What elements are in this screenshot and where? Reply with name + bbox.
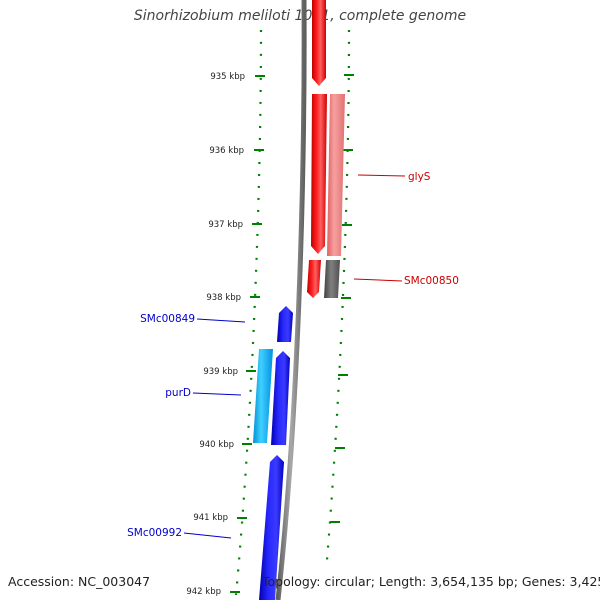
forward-strand-genes — [307, 0, 345, 298]
callout-lines — [183, 174, 406, 539]
gene-forward-small[interactable] — [307, 260, 321, 298]
scale-label-940: 940 kbp — [199, 440, 234, 450]
reverse-strand-genes — [253, 306, 293, 600]
genome-backbone — [275, 0, 307, 600]
gene-label-group: glyS SMc00850 SMc00849 purD SMc00992 — [127, 171, 459, 539]
gene-SMc00849[interactable] — [277, 306, 293, 342]
gene-label-SMc00849[interactable]: SMc00849 — [140, 313, 195, 325]
genome-title: Sinorhizobium meliloti 1021, complete ge… — [133, 8, 467, 24]
gene-reverse-mid[interactable] — [271, 351, 290, 445]
gene-label-purD[interactable]: purD — [165, 387, 191, 399]
scale-labels: 935 kbp 936 kbp 937 kbp 938 kbp 939 kbp … — [186, 72, 245, 597]
scale-label-936: 936 kbp — [209, 146, 244, 156]
gene-label-SMc00992[interactable]: SMc00992 — [127, 527, 182, 539]
inner-tick-ring — [230, 29, 265, 596]
gene-glyS[interactable] — [327, 94, 345, 256]
gene-reverse-bottom[interactable] — [259, 455, 284, 600]
gene-label-glyS[interactable]: glyS — [408, 171, 431, 183]
gene-SMc00850[interactable] — [324, 260, 340, 298]
outer-tick-ring — [325, 29, 354, 561]
gene-forward-large[interactable] — [311, 94, 327, 254]
scale-label-938: 938 kbp — [206, 293, 241, 303]
scale-label-937: 937 kbp — [208, 220, 243, 230]
scale-label-942: 942 kbp — [186, 587, 221, 597]
topology-text: Topology: circular; Length: 3,654,135 bp… — [262, 574, 600, 589]
scale-label-939: 939 kbp — [203, 367, 238, 377]
accession-text: Accession: NC_003047 — [8, 574, 151, 589]
scale-label-941: 941 kbp — [193, 513, 228, 523]
gene-label-SMc00850[interactable]: SMc00850 — [404, 275, 459, 287]
scale-label-935: 935 kbp — [210, 72, 245, 82]
gene-forward-top[interactable] — [312, 0, 326, 86]
gene-purD[interactable] — [253, 349, 273, 443]
